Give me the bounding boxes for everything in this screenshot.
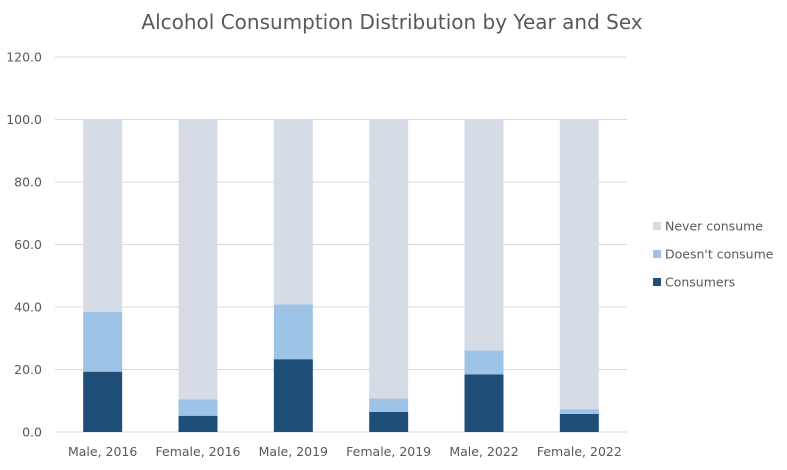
legend-swatch bbox=[653, 250, 661, 258]
x-tick-label: Male, 2022 bbox=[449, 444, 518, 459]
bar-segment bbox=[83, 312, 123, 372]
y-tick-label: 100.0 bbox=[6, 112, 42, 127]
legend-swatch bbox=[653, 222, 661, 230]
gridlines bbox=[55, 56, 627, 433]
x-tick-label: Male, 2016 bbox=[68, 444, 137, 459]
bar-segment bbox=[178, 399, 218, 416]
bar-segment bbox=[464, 374, 504, 432]
bar-segment bbox=[559, 413, 599, 433]
y-tick-label: 0.0 bbox=[22, 425, 42, 440]
bar-segment bbox=[559, 119, 599, 410]
legend-label: Doesn't consume bbox=[665, 247, 774, 262]
x-axis-ticks: Male, 2016 Female, 2016 Male, 2019 Female, … bbox=[68, 444, 622, 459]
bar-segment bbox=[83, 119, 123, 312]
bar-segment bbox=[273, 359, 313, 432]
bar-segment bbox=[369, 412, 409, 432]
bars bbox=[83, 119, 599, 433]
x-tick-label: Male, 2019 bbox=[259, 444, 328, 459]
bar-segment bbox=[83, 371, 123, 432]
bar-segment bbox=[273, 119, 313, 305]
y-tick-label: 120.0 bbox=[6, 50, 42, 65]
y-tick-label: 60.0 bbox=[14, 237, 42, 252]
y-tick-label: 20.0 bbox=[14, 362, 42, 377]
bar-segment bbox=[178, 119, 218, 400]
bar-segment bbox=[178, 415, 218, 432]
bar-segment bbox=[273, 304, 313, 360]
legend: Never consume Doesn't consume Consumers bbox=[653, 219, 774, 290]
bar-segment bbox=[559, 409, 599, 414]
legend-swatch bbox=[653, 278, 661, 286]
y-tick-label: 80.0 bbox=[14, 175, 42, 190]
x-tick-label: Female, 2016 bbox=[156, 444, 241, 459]
bar-segment bbox=[464, 119, 504, 351]
bar-segment bbox=[369, 398, 409, 412]
x-tick-label: Female, 2022 bbox=[537, 444, 622, 459]
bar-segment bbox=[464, 350, 504, 375]
y-axis-ticks: 0.0 20.0 40.0 60.0 80.0 100.0 120.0 bbox=[6, 50, 42, 440]
y-tick-label: 40.0 bbox=[14, 300, 42, 315]
bar-segment bbox=[369, 119, 409, 399]
legend-label: Consumers bbox=[665, 275, 735, 290]
chart-title: Alcohol Consumption Distribution by Year… bbox=[141, 10, 642, 34]
legend-label: Never consume bbox=[665, 219, 763, 234]
x-tick-label: Female, 2019 bbox=[346, 444, 431, 459]
